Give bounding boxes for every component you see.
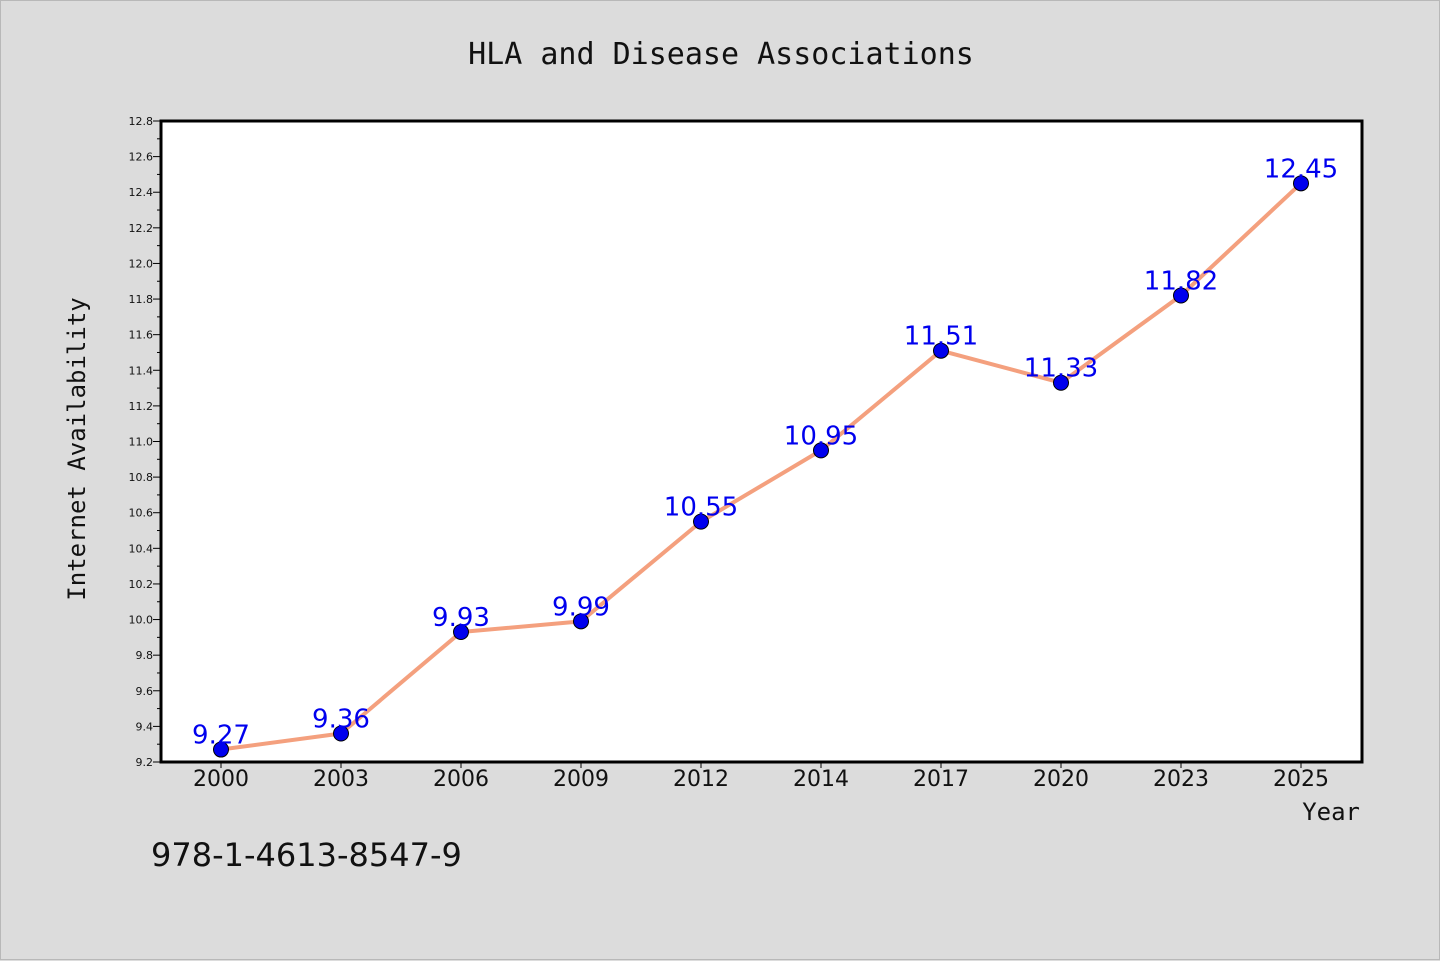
x-tick-label: 2017	[913, 767, 969, 792]
data-label: 9.27	[192, 721, 250, 751]
data-label: 11.82	[1144, 266, 1218, 296]
y-tick-label: 9.8	[136, 649, 154, 662]
x-axis: 2000 2003 2006 2009 2012 2014 2017 2020 2023 2025	[193, 762, 1329, 792]
y-tick-label: 10.2	[129, 578, 154, 591]
data-point[interactable]	[693, 513, 709, 530]
data-label: 10.55	[664, 493, 738, 523]
x-tick-label: 2014	[793, 767, 849, 792]
data-label: 11.33	[1024, 354, 1098, 384]
data-label: 9.36	[312, 705, 370, 735]
x-tick-label: 2023	[1153, 767, 1209, 792]
data-point[interactable]	[1053, 374, 1069, 391]
y-tick-label: 10.0	[129, 614, 154, 627]
series-layer: 9.27 9.36 9.93 9.99 10.55 10.95 11.51 11.33 11.8…	[192, 154, 1338, 758]
y-tick-label: 9.6	[136, 685, 154, 698]
data-point[interactable]	[933, 342, 949, 359]
series-line	[220, 181, 1303, 752]
y-tick-label: 10.8	[129, 471, 154, 484]
y-tick-label: 11.6	[129, 329, 154, 342]
data-point[interactable]	[453, 624, 469, 641]
data-point[interactable]	[813, 442, 829, 459]
y-tick-label: 10.6	[129, 507, 154, 520]
chart-title: HLA and Disease Associations	[468, 37, 974, 72]
data-point[interactable]	[573, 613, 589, 630]
x-tick-label: 2000	[193, 767, 249, 792]
data-point[interactable]	[333, 725, 349, 742]
data-label: 9.99	[552, 592, 610, 622]
x-tick-label: 2020	[1033, 767, 1089, 792]
y-tick-label: 11.8	[129, 293, 154, 306]
data-point[interactable]	[213, 741, 229, 758]
data-point[interactable]	[1293, 175, 1309, 192]
y-axis: 9.2 9.4 9.6 9.8 10.0 10.2 10.4 10.6 10.8 11.0 11.2…	[129, 115, 161, 769]
y-axis-title: Internet Availability	[63, 297, 91, 600]
y-tick-label: 9.2	[136, 756, 154, 769]
y-tick-label: 11.4	[129, 364, 154, 377]
y-tick-label: 12.0	[129, 257, 154, 270]
x-tick-label: 2003	[313, 767, 369, 792]
plot-area	[159, 119, 1364, 764]
data-label: 9.93	[432, 603, 490, 633]
y-tick-label: 11.2	[129, 400, 154, 413]
y-tick-label: 12.8	[129, 115, 154, 128]
data-label: 10.95	[784, 421, 858, 451]
x-tick-label: 2009	[553, 767, 609, 792]
y-tick-label: 11.0	[129, 436, 154, 449]
data-label: 12.45	[1264, 154, 1338, 184]
y-tick-label: 9.4	[136, 720, 154, 733]
data-label: 11.51	[904, 322, 978, 352]
x-tick-label: 2006	[433, 767, 489, 792]
y-tick-label: 10.4	[129, 542, 154, 555]
x-tick-label: 2012	[673, 767, 729, 792]
x-tick-label: 2025	[1273, 767, 1329, 792]
y-tick-label: 12.6	[129, 151, 154, 164]
x-axis-title: Year	[1302, 798, 1360, 826]
isbn-annotation: 978-1-4613-8547-9	[151, 836, 462, 874]
y-tick-label: 12.2	[129, 222, 154, 235]
data-point[interactable]	[1173, 287, 1189, 304]
y-tick-label: 12.4	[129, 186, 154, 199]
